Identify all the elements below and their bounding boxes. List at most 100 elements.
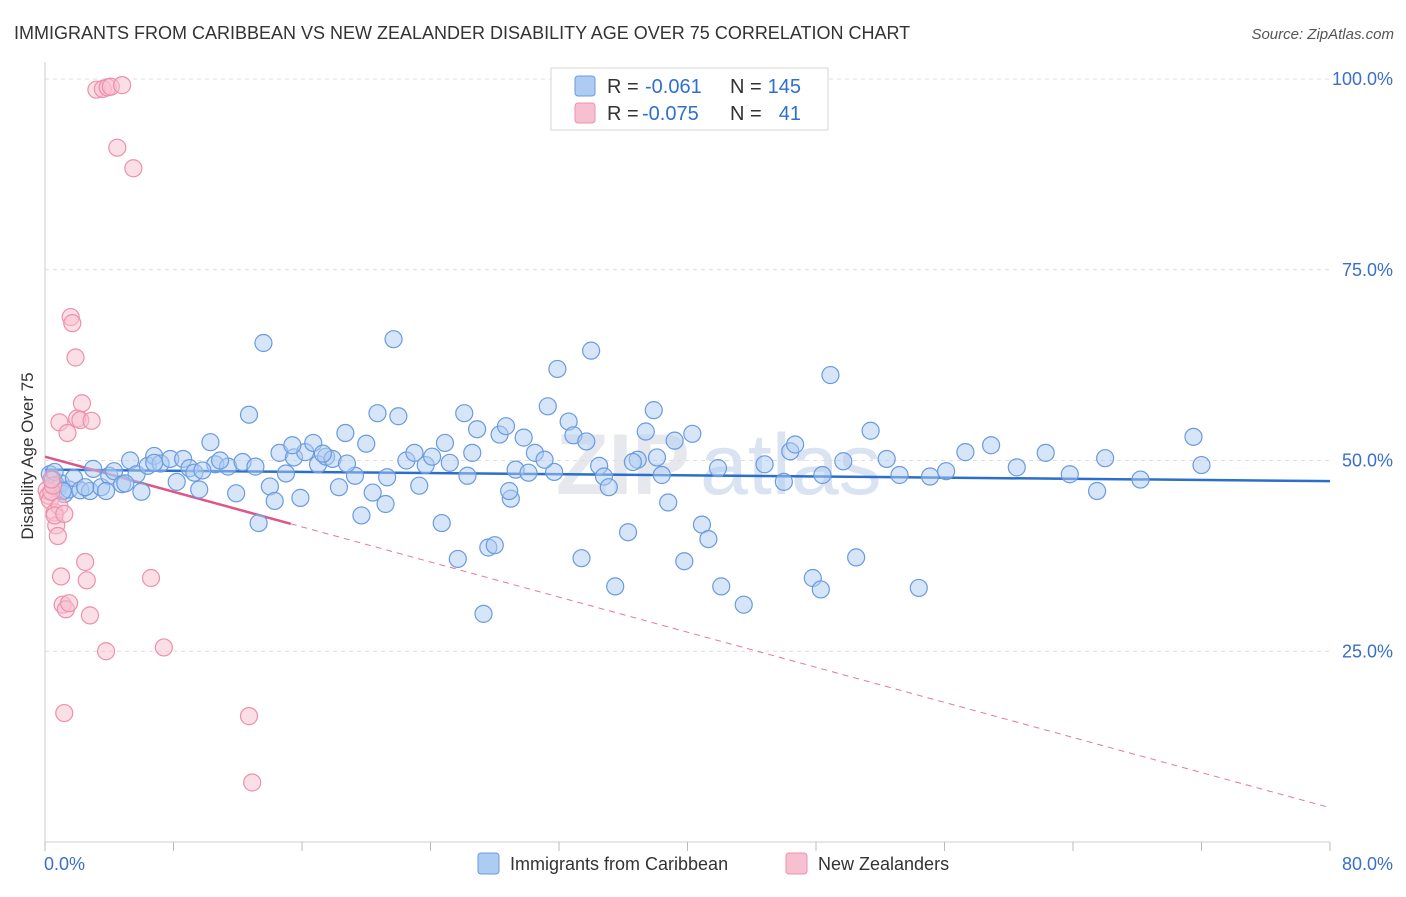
point-caribbean [1184,427,1203,446]
legend-r-label-2: R = [607,103,639,125]
point-caribbean [352,506,371,525]
point-caribbean [821,365,840,385]
point-caribbean [647,448,667,467]
point-caribbean [190,480,209,499]
point-caribbean [474,604,493,623]
legend-n-value-2: 41 [779,103,801,125]
legend-r-value-2: -0.075 [642,103,699,125]
point-caribbean [813,465,832,485]
point-caribbean [193,461,212,480]
point-caribbean [659,493,678,512]
point-caribbean [572,549,591,568]
point-new-zealanders [112,76,132,95]
point-new-zealanders [124,159,143,178]
top-legend: R = -0.061 N = 145 R = -0.075 N = 41 [550,67,829,131]
y-tick-label: 100.0% [1332,69,1393,89]
point-caribbean [1096,449,1115,468]
point-caribbean [337,454,357,473]
point-caribbean [336,423,355,443]
point-caribbean [599,478,618,497]
point-caribbean [389,407,408,426]
point-new-zealanders [51,567,71,586]
point-caribbean [699,529,718,549]
bottom-legend: Immigrants from Caribbean New Zealanders [477,852,949,875]
point-caribbean [378,468,397,487]
point-caribbean [363,483,382,502]
point-caribbean [1192,455,1211,475]
point-new-zealanders [72,394,92,413]
point-caribbean [618,523,638,542]
point-caribbean [834,452,853,471]
point-caribbean [708,459,728,478]
point-caribbean [435,433,455,453]
point-caribbean [368,404,387,423]
legend-n-value-1: 145 [768,76,801,98]
x-tick-label-max: 80.0% [1342,854,1393,874]
point-caribbean [734,595,753,614]
point-caribbean [1036,443,1055,462]
point-caribbean [116,474,135,493]
point-caribbean [636,422,655,441]
point-caribbean [210,451,230,470]
point-caribbean [861,421,880,440]
point-caribbean [448,549,467,569]
point-caribbean [384,330,403,349]
source-label: Source: ZipAtlas.com [1251,26,1394,43]
point-new-zealanders [141,568,161,588]
point-caribbean [577,432,596,451]
point-caribbean [376,494,395,514]
point-caribbean [96,481,116,501]
point-caribbean [890,465,909,485]
top-legend-box [550,67,829,131]
point-caribbean [582,341,601,360]
point-new-zealanders [48,526,67,546]
point-caribbean [877,449,896,469]
point-new-zealanders [154,638,173,657]
legend-r-label-1: R = [607,76,639,98]
point-caribbean [249,513,268,533]
point-caribbean [548,359,567,379]
point-new-zealanders [82,411,101,430]
point-new-zealanders [42,470,61,489]
point-caribbean [201,433,220,452]
point-new-zealanders [239,707,259,726]
point-caribbean [786,435,805,454]
point-caribbean [84,459,103,478]
point-caribbean [227,484,246,503]
point-new-zealanders [55,703,74,723]
point-caribbean [937,462,956,481]
point-new-zealanders [76,552,95,572]
point-caribbean [496,417,516,436]
point-caribbean [1060,465,1079,484]
point-caribbean [167,472,186,491]
y-tick-label: 25.0% [1342,641,1393,661]
point-caribbean [644,401,663,420]
point-caribbean [329,478,349,497]
trendline-new-zealanders-dashed [290,523,1331,809]
point-new-zealanders [59,594,79,613]
point-caribbean [246,457,265,476]
point-caribbean [675,552,694,571]
point-caribbean [276,464,296,483]
point-caribbean [981,436,1001,455]
bottom-legend-swatch-series2 [785,852,808,875]
point-new-zealanders [96,642,116,661]
point-caribbean [145,453,164,472]
point-caribbean [514,428,533,447]
point-caribbean [265,491,284,511]
y-tick-label: 50.0% [1342,451,1393,471]
x-tick-label-min: 0.0% [44,854,85,874]
legend-swatch-series1 [574,75,596,97]
point-new-zealanders [243,773,262,792]
point-new-zealanders [55,504,74,524]
point-caribbean [410,476,429,495]
point-caribbean [1007,458,1026,477]
point-caribbean [239,405,259,424]
point-new-zealanders [63,314,82,333]
point-new-zealanders [66,348,85,367]
point-caribbean [623,452,642,472]
point-caribbean [291,488,310,507]
point-caribbean [652,465,671,485]
point-new-zealanders [77,571,96,590]
